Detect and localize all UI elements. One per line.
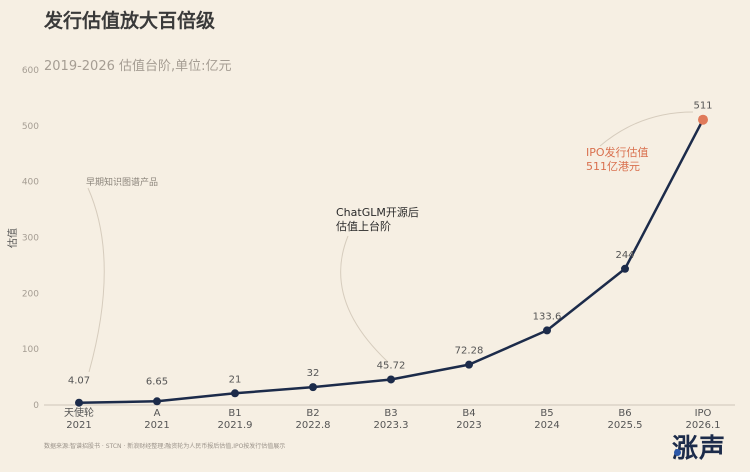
x-tick-round-label: B6	[618, 408, 631, 419]
data-point	[543, 326, 551, 335]
y-tick-label: 200	[22, 289, 39, 299]
annotation-text: 早期知识图谱产品	[86, 176, 158, 188]
x-tick-date-label: 2021	[144, 420, 169, 431]
y-tick-label: 100	[22, 345, 39, 355]
x-tick-date-label: 2021	[66, 420, 91, 431]
data-point	[309, 383, 317, 392]
data-point	[231, 389, 239, 398]
chart-subtitle: 2019-2026 估值台阶,单位:亿元	[44, 59, 232, 74]
x-tick-round-label: IPO	[695, 408, 712, 419]
x-tick-date-label: 2022.8	[296, 420, 331, 431]
x-tick-date-label: 2023.3	[374, 420, 409, 431]
annotation-connector	[340, 235, 389, 363]
data-value-label: 72.28	[455, 346, 484, 357]
data-value-label: 4.07	[68, 376, 90, 387]
annotation-text: 估值上台阶	[336, 219, 391, 233]
y-tick-label: 300	[22, 234, 39, 244]
y-tick-label: 600	[22, 66, 39, 76]
data-point	[698, 114, 708, 125]
brand-logo-dot	[674, 449, 681, 456]
data-value-label: 45.72	[377, 360, 406, 371]
x-tick-date-label: 2025.5	[608, 420, 643, 431]
x-tick-date-label: 2021.9	[218, 420, 253, 431]
data-point	[75, 398, 83, 407]
x-tick-round-label: B1	[228, 408, 241, 419]
data-value-label: 6.65	[146, 376, 168, 387]
annotation-text: ChatGLM开源后	[336, 205, 419, 219]
data-value-label: 32	[307, 368, 320, 379]
brand-logo: 涨声	[672, 434, 727, 464]
data-value-label: 511	[693, 101, 712, 112]
annotation-text: IPO发行估值	[586, 145, 649, 159]
x-tick-date-label: 2024	[534, 420, 559, 431]
data-value-label: 21	[229, 374, 242, 385]
x-tick-round-label: B2	[306, 408, 319, 419]
x-tick-round-label: B4	[462, 408, 475, 419]
y-tick-label: 0	[33, 401, 39, 411]
chart-title: 发行估值放大百倍级	[44, 10, 216, 32]
data-point	[621, 264, 629, 273]
x-tick-round-label: A	[154, 408, 161, 419]
annotation-connector	[87, 187, 105, 373]
data-source-note: 数据来源:智谱招股书 · STCN · 新浪财经整理;融资轮为人民币报后估值,I…	[44, 443, 286, 450]
x-tick-round-label: 天使轮	[64, 406, 94, 419]
data-point	[465, 360, 473, 369]
data-point	[387, 375, 395, 384]
annotation-text: 511亿港元	[586, 160, 640, 173]
data-value-label: 133.6	[533, 311, 562, 322]
x-tick-date-label: 2026.1	[686, 420, 721, 431]
data-point	[153, 397, 161, 406]
y-tick-label: 500	[22, 122, 39, 132]
x-tick-round-label: B3	[384, 408, 397, 419]
y-axis-label: 估值	[6, 228, 19, 248]
annotation-connector	[599, 111, 694, 147]
x-tick-date-label: 2023	[456, 420, 481, 431]
y-tick-label: 400	[22, 178, 39, 188]
data-value-label: 244	[615, 250, 634, 261]
x-tick-round-label: B5	[540, 408, 553, 419]
